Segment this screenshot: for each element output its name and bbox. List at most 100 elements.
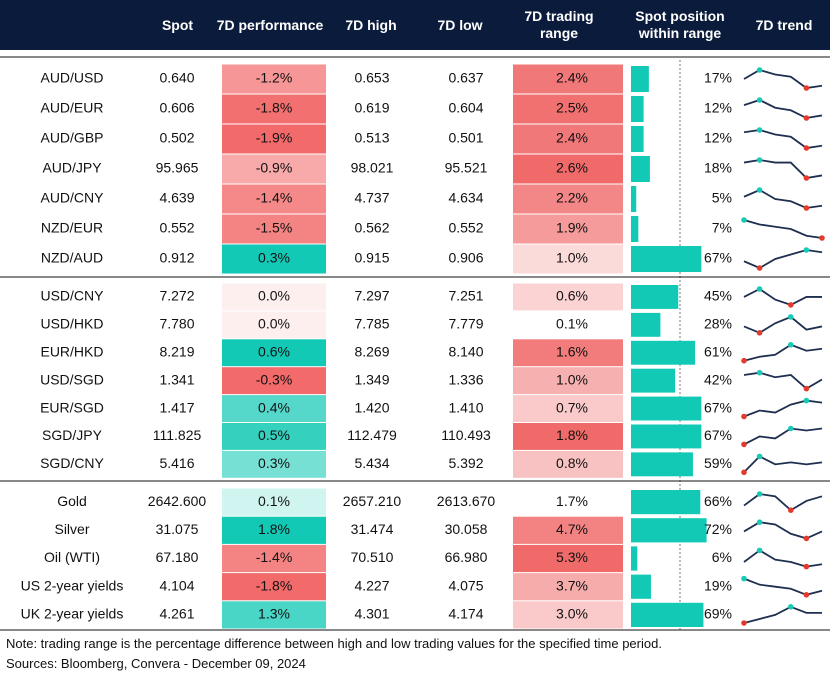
pair-label: SGD/CNY [40,455,104,471]
trend-line [743,371,823,390]
high-value: 5.434 [354,455,389,471]
trend-max [756,491,763,497]
pair-label: EUR/HKD [40,343,103,359]
range-cell [513,283,623,311]
spot-value: 8.219 [159,343,194,359]
column-header: 7D high [345,16,397,33]
trend-min [803,85,810,91]
range-cell [513,214,623,244]
performance-value: 0.6% [258,343,290,359]
performance-cell [222,124,326,154]
range-value: 1.8% [556,427,588,443]
trend-line [743,99,823,119]
performance-cell [222,450,326,478]
trend-line [743,455,823,473]
trend-max [788,425,794,432]
trend-min [788,507,794,513]
trend-line [743,249,823,270]
pair-label: Oil (WTI) [44,549,100,565]
range-cell [513,450,623,478]
high-value: 0.562 [354,220,389,236]
low-value: 1.410 [448,399,483,415]
pair-label: Silver [54,521,89,537]
performance-value: -1.8% [256,100,293,116]
low-value: 4.634 [448,190,483,206]
pair-label: NZD/AUD [41,250,103,266]
high-value: 4.737 [354,190,389,206]
performance-cell [222,573,326,601]
trend-max [803,397,810,404]
low-value: 66.980 [445,549,488,565]
range-cell [513,184,623,214]
range-cell [513,154,623,184]
performance-cell [222,283,326,311]
spot-value: 0.552 [159,220,194,236]
performance-value: -1.5% [256,220,293,236]
trend-min [803,145,810,151]
low-value: 7.779 [448,316,483,332]
spot-value: 0.502 [159,130,194,146]
performance-value: -1.2% [256,70,293,86]
performance-value: -1.4% [256,190,293,206]
performance-cell [222,339,326,367]
performance-cell [222,244,326,274]
trend-max [756,187,763,193]
performance-cell [222,184,326,214]
trend-min [803,592,810,598]
pair-label: AUD/GBP [40,130,103,146]
trend-line [743,188,823,209]
column-header: 7D trend [755,16,813,33]
trend-line [743,427,823,446]
column-header: Spot [161,16,194,33]
trend-line [743,493,823,512]
trend-min [803,563,810,570]
trend-max [756,453,763,460]
range-value: 2.6% [556,160,588,176]
range-value: 1.0% [556,250,588,266]
performance-value: 1.3% [258,606,290,622]
range-value: 2.5% [556,100,588,116]
trend-min [803,115,810,121]
high-value: 1.349 [354,371,389,387]
position-label: 69% [704,606,732,622]
position-label: 12% [704,100,732,116]
high-value: 98.021 [351,160,394,176]
spot-value: 0.640 [159,70,194,86]
trend-min [741,441,747,448]
performance-cell [222,214,326,244]
high-value: 112.479 [347,427,397,443]
trend-min [756,265,763,271]
column-header: 7D low [437,16,483,33]
trend-max [756,286,763,292]
trend-line [743,159,823,179]
range-value: 4.7% [556,521,588,537]
trend-line [743,343,823,362]
position-label: 67% [704,399,732,415]
performance-value: 0.3% [258,250,290,266]
low-value: 8.140 [448,343,483,359]
position-bar [631,340,696,365]
trend-min [788,302,794,308]
position-label: 66% [704,493,732,509]
range-cell [513,339,623,367]
performance-cell [222,395,326,422]
trend-line [743,577,823,596]
trend-line [743,399,823,418]
high-value: 0.653 [354,70,389,86]
spot-value: 0.606 [159,100,194,116]
high-value: 0.513 [354,130,389,146]
pair-label: Gold [57,493,87,509]
position-label: 67% [704,427,732,443]
pair-label: USD/HKD [40,316,103,332]
spot-value: 111.825 [153,427,202,443]
position-bar [631,574,651,599]
position-bar [631,312,661,337]
performance-cell [222,544,326,573]
range-cell [513,124,623,154]
low-value: 0.501 [448,130,483,146]
spot-value: 1.341 [159,371,194,387]
range-value: 2.2% [556,190,588,206]
pair-label: UK 2-year yields [21,606,124,622]
trend-min [803,385,810,392]
range-value: 3.0% [556,606,588,622]
